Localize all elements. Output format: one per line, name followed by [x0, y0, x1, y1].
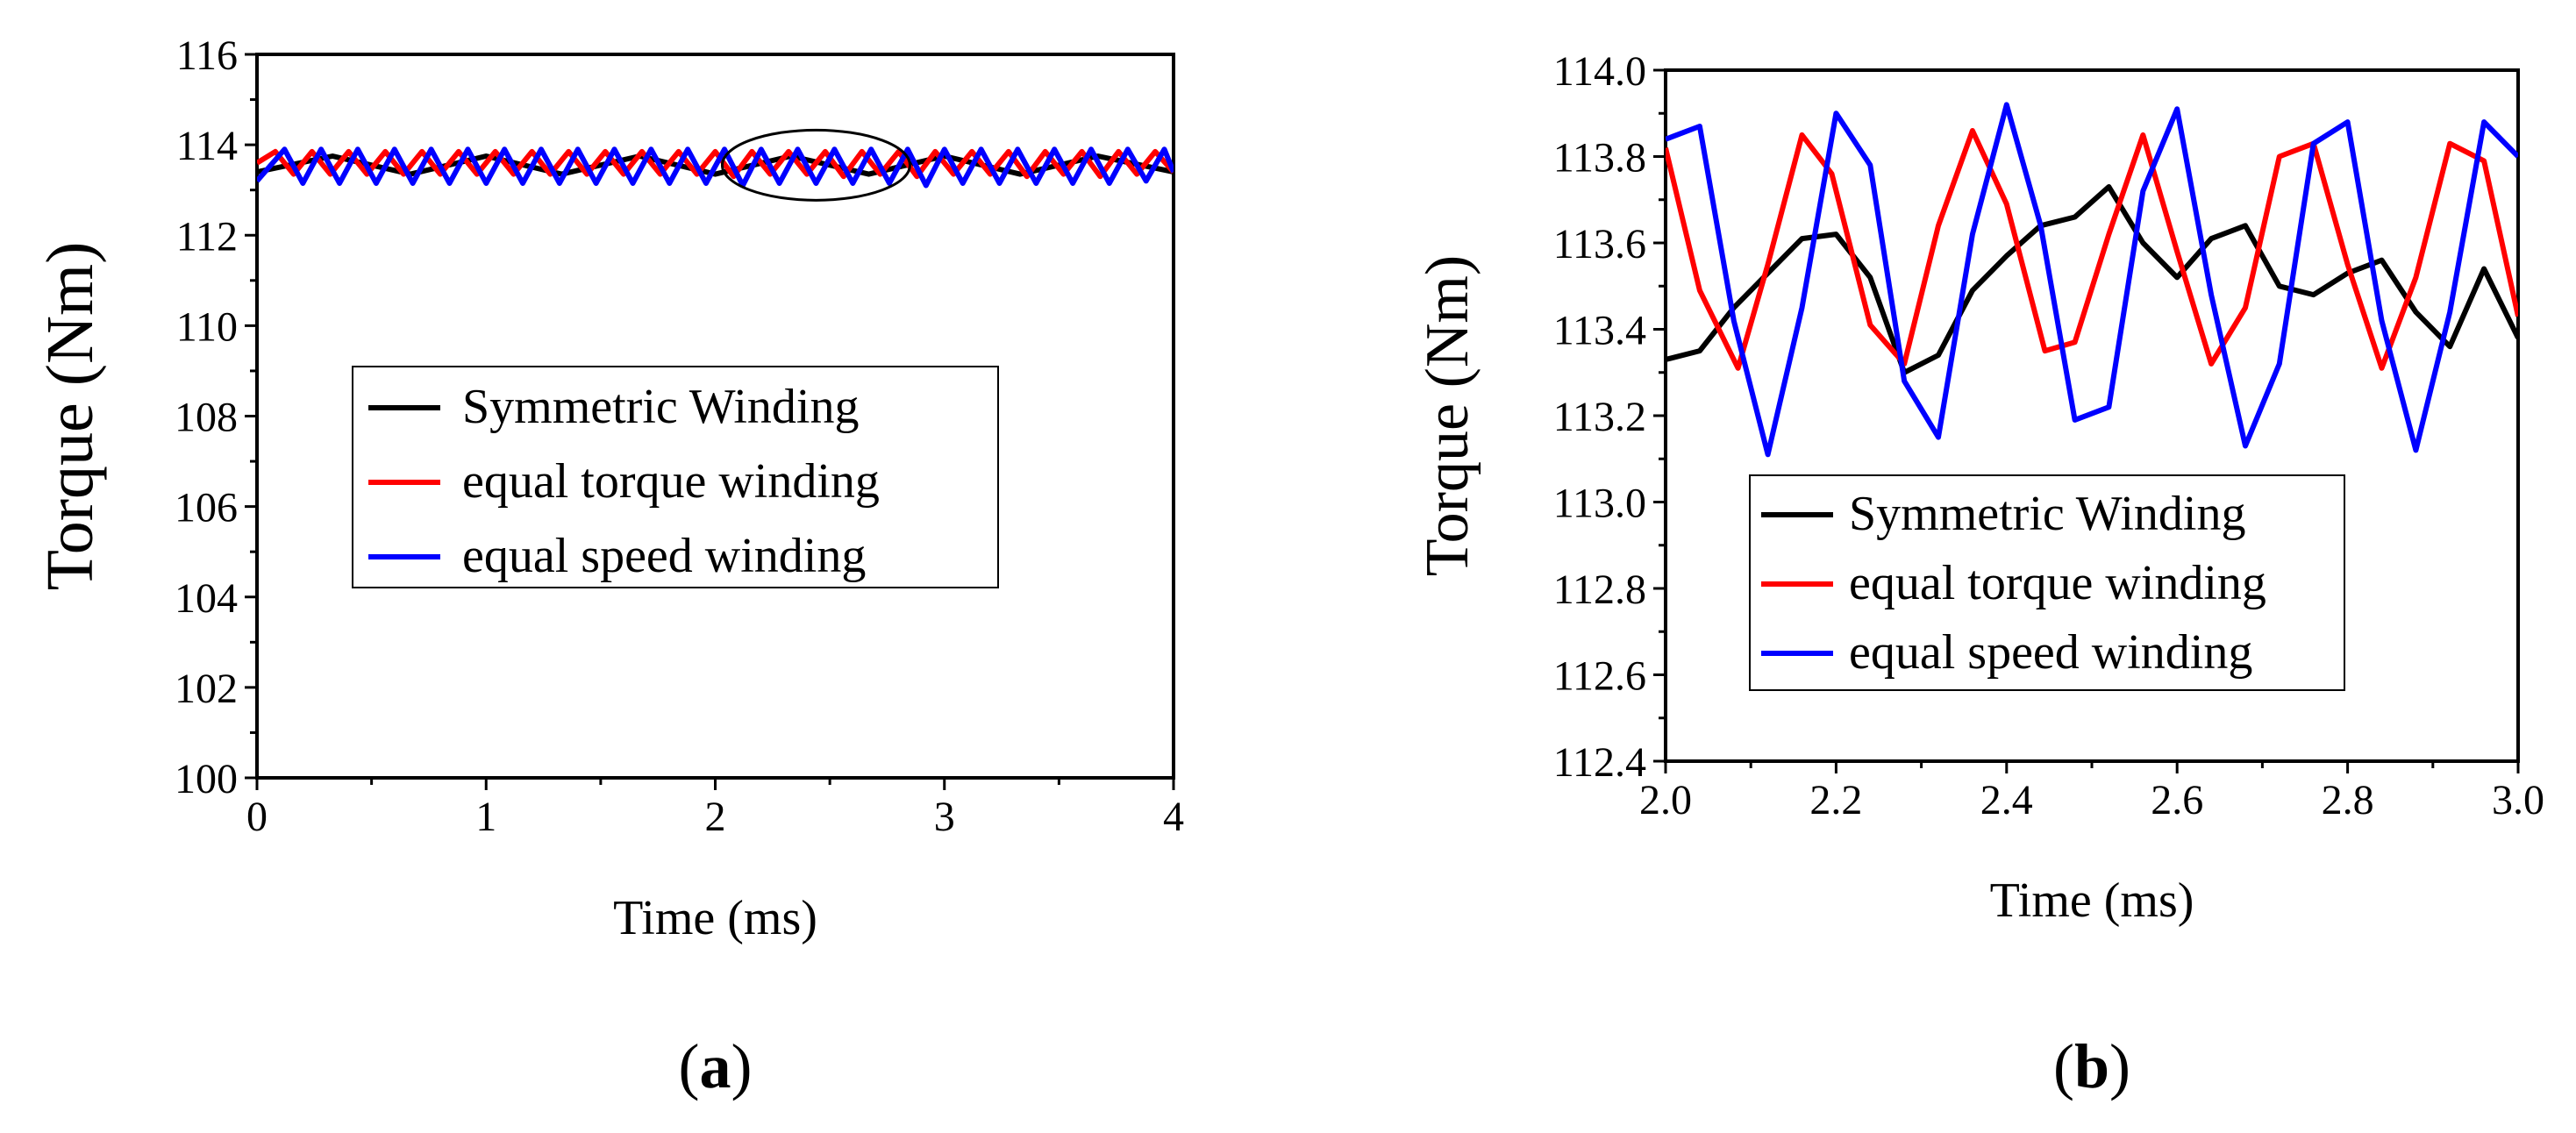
legend: Symmetric Winding equal torque winding equ…: [352, 366, 999, 588]
y-tick-label: 113.2: [1553, 394, 1646, 440]
legend-entry: Symmetric Winding: [462, 380, 859, 434]
x-tick-label: 2: [705, 794, 726, 840]
y-tick-label: 113.8: [1553, 135, 1646, 182]
y-tick-label: 112.6: [1553, 653, 1646, 700]
series-line-symmetric-winding: [1666, 184, 2518, 375]
series-line-equal-speed-winding: [257, 146, 1174, 189]
x-tick-label: 2.2: [1809, 777, 1862, 823]
y-tick-label: 100: [175, 756, 238, 802]
y-tick-label: 112.4: [1553, 739, 1646, 786]
legend-box: [1749, 474, 2345, 691]
y-tick-label: 102: [175, 666, 238, 712]
series-group: [257, 146, 1174, 189]
legend-entry: equal torque winding: [462, 454, 880, 509]
x-axis-label: Time (ms): [613, 891, 817, 945]
series-line-equal-torque-winding: [257, 148, 1174, 180]
y-axis-label: Torque (Nm): [33, 242, 107, 591]
chart-panel-b: 112.4 112.6 112.8 113.0 113.2 113.4 113.6 113.8…: [1414, 48, 2544, 1101]
y-tick-label: 112: [176, 213, 238, 260]
series-line-equal-torque-winding: [1666, 128, 2518, 371]
x-tick-label: 4: [1163, 794, 1184, 840]
legend-entry: equal torque winding: [1849, 556, 2266, 610]
x-tick-label: 1: [475, 794, 496, 840]
x-axis-label: Time (ms): [1990, 873, 2194, 928]
x-tick-label: 3: [934, 794, 955, 840]
panel-label: (b): [2053, 1031, 2130, 1101]
y-tick-label: 114.0: [1553, 48, 1646, 95]
y-tick-label: 112.8: [1553, 566, 1646, 613]
x-tick-label: 2.8: [2322, 777, 2374, 823]
y-tick-label: 113.0: [1553, 481, 1646, 527]
legend-entry: Symmetric Winding: [1849, 487, 2245, 541]
y-axis-label: Torque (Nm): [1414, 255, 1481, 576]
x-tick-label: 2.4: [1980, 777, 2033, 823]
y-tick-label: 108: [175, 395, 238, 441]
y-tick-label: 116: [176, 32, 238, 79]
x-tick-label: 3.0: [2492, 777, 2544, 823]
x-tick-label: 2.0: [1639, 777, 1692, 823]
legend-entry: equal speed winding: [1849, 625, 2252, 680]
y-tick-label: 104: [175, 575, 238, 622]
y-tick-label: 114: [176, 123, 238, 169]
zoom-region-ellipse: [720, 128, 911, 202]
y-tick-label: 106: [175, 485, 238, 531]
y-tick-label: 113.6: [1553, 221, 1646, 267]
legend-entry: equal speed winding: [462, 529, 866, 583]
series-line-equal-speed-winding: [1666, 102, 2518, 458]
y-tick-label: 113.4: [1553, 308, 1646, 354]
y-tick-label: 110: [176, 303, 238, 350]
x-tick-label: 0: [246, 794, 268, 840]
legend: Symmetric Winding equal torque winding equ…: [1749, 474, 2345, 691]
chart-panel-a: 100 102 104 106 108 110 112 114 116 0 1 2 3 4 Time (ms…: [33, 32, 1184, 1101]
x-tick-label: 2.6: [2151, 777, 2203, 823]
panel-label: (a): [679, 1031, 753, 1101]
series-group: [1666, 102, 2518, 458]
legend-box: [352, 366, 999, 588]
